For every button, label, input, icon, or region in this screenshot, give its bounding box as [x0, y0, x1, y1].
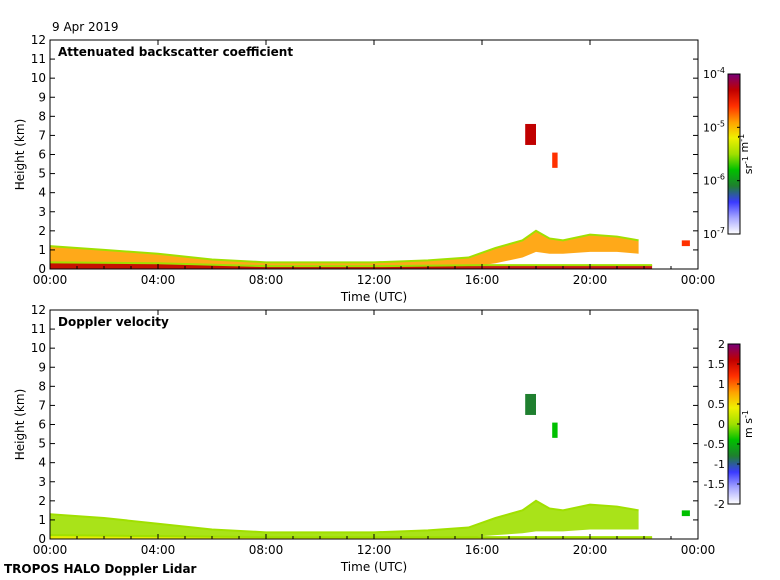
y-axis-label: Height (km)	[13, 389, 27, 460]
y-tick-label: 8	[38, 109, 46, 123]
colorbar-tick-label: 2	[718, 338, 725, 351]
data-patch	[525, 393, 536, 415]
y-tick-label: 2	[38, 224, 46, 238]
y-tick-label: 1	[38, 513, 46, 527]
x-tick-label: 00:00	[33, 543, 68, 557]
x-tick-label: 20:00	[573, 273, 608, 287]
colorbar-unit-label: sr-1 m-1	[737, 134, 755, 174]
y-tick-label: 5	[38, 167, 46, 181]
x-tick-label: 08:00	[249, 543, 284, 557]
y-tick-label: 11	[31, 322, 46, 336]
y-tick-label: 3	[38, 475, 46, 489]
x-tick-label: 12:00	[357, 273, 392, 287]
x-tick-label: 00:00	[681, 543, 716, 557]
y-tick-label: 7	[38, 398, 46, 412]
x-tick-label: 16:00	[465, 273, 500, 287]
y-tick-label: 8	[38, 379, 46, 393]
colorbar	[727, 73, 741, 235]
data-layer	[50, 262, 653, 269]
data-patch	[681, 240, 690, 247]
data-patch	[525, 123, 536, 145]
colorbar-tick-label: 0	[718, 418, 725, 431]
colorbar-tick-label: 1.5	[708, 358, 726, 371]
footer-label: TROPOS HALO Doppler Lidar	[4, 562, 197, 576]
x-axis-label: Time (UTC)	[340, 560, 407, 574]
y-axis-label: Height (km)	[13, 119, 27, 190]
colorbar-tick-label: -0.5	[704, 438, 725, 451]
y-tick-label: 10	[31, 341, 46, 355]
colorbar-tick-label: 10-4	[703, 66, 725, 81]
y-tick-label: 7	[38, 128, 46, 142]
x-tick-label: 00:00	[681, 273, 716, 287]
y-tick-label: 0	[38, 262, 46, 276]
data-patch	[681, 510, 690, 517]
y-tick-label: 4	[38, 186, 46, 200]
x-tick-label: 04:00	[141, 273, 176, 287]
y-tick-label: 2	[38, 494, 46, 508]
y-tick-label: 6	[38, 148, 46, 162]
y-tick-label: 5	[38, 437, 46, 451]
colorbar-tick-label: 10-7	[703, 226, 725, 241]
y-tick-label: 11	[31, 52, 46, 66]
y-tick-label: 12	[31, 33, 46, 47]
data-patch	[552, 152, 558, 168]
y-tick-label: 3	[38, 205, 46, 219]
x-tick-label: 16:00	[465, 543, 500, 557]
colorbar-unit-label: m s-1	[741, 410, 755, 438]
y-tick-label: 6	[38, 418, 46, 432]
y-tick-label: 1	[38, 243, 46, 257]
data-patch	[552, 422, 558, 438]
colorbar-tick-label: 10-5	[703, 119, 725, 134]
panel-title: Attenuated backscatter coefficient	[58, 45, 293, 59]
colorbar-tick-label: -1	[714, 458, 725, 471]
colorbar-tick-label: 10-6	[703, 173, 725, 188]
x-tick-label: 00:00	[33, 273, 68, 287]
x-tick-label: 04:00	[141, 543, 176, 557]
x-axis-label: Time (UTC)	[340, 290, 407, 304]
x-tick-label: 20:00	[573, 543, 608, 557]
data-layer-edge	[49, 499, 639, 534]
y-tick-label: 9	[38, 90, 46, 104]
colorbar-tick-label: 1	[718, 378, 725, 391]
y-tick-label: 4	[38, 456, 46, 470]
x-tick-label: 08:00	[249, 273, 284, 287]
colorbar-tick-label: -1.5	[704, 478, 725, 491]
y-tick-label: 9	[38, 360, 46, 374]
colorbar-tick-label: 0.5	[708, 398, 726, 411]
x-tick-label: 12:00	[357, 543, 392, 557]
colorbar-tick-label: -2	[714, 498, 725, 511]
y-tick-label: 10	[31, 71, 46, 85]
date-label: 9 Apr 2019	[52, 20, 119, 34]
y-tick-label: 0	[38, 532, 46, 546]
panel-title: Doppler velocity	[58, 315, 169, 329]
y-tick-label: 12	[31, 303, 46, 317]
data-layer-edge	[49, 229, 639, 264]
